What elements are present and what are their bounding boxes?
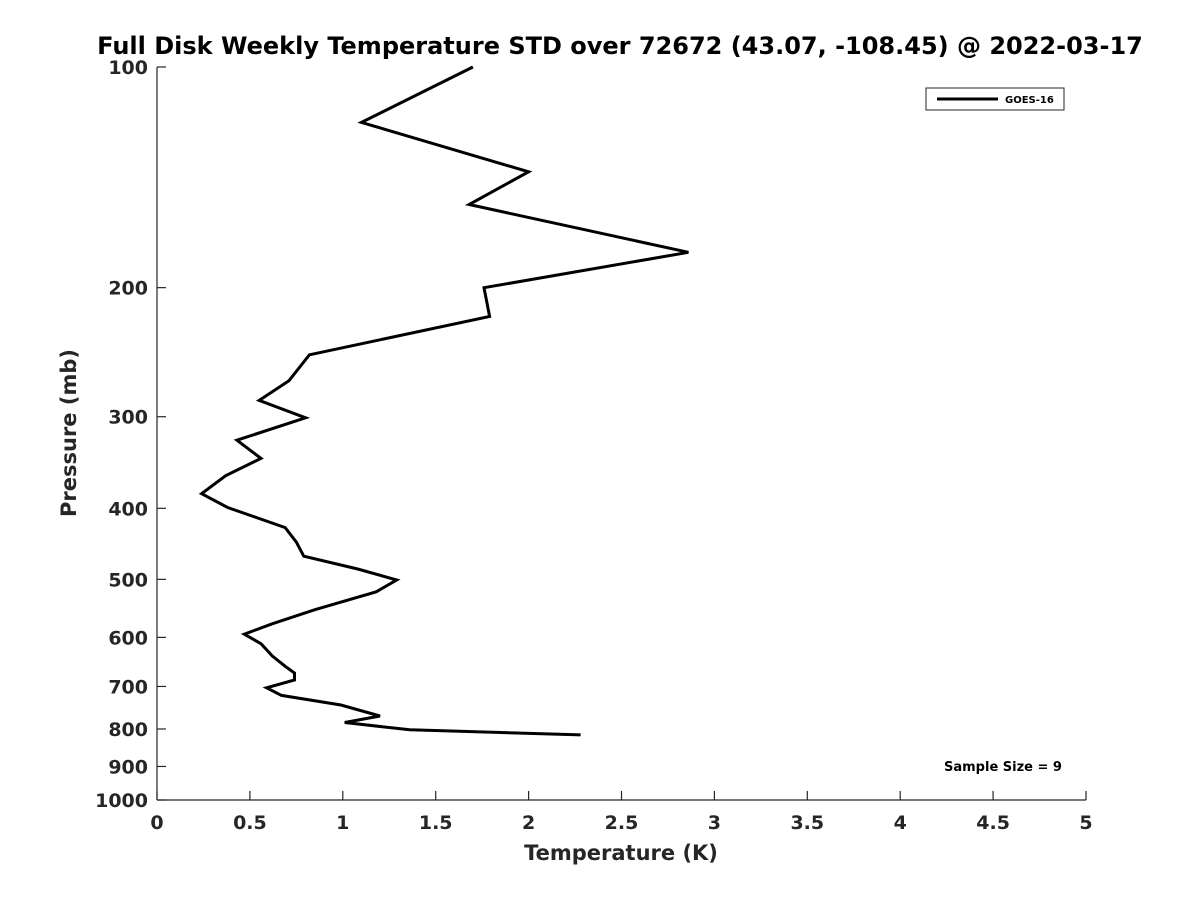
y-tick-label: 800 — [108, 719, 148, 741]
x-tick-label: 4 — [894, 812, 907, 834]
y-ticks: 100 200 300 400 500 600 700 800 900 1000 — [95, 57, 166, 812]
x-tick-label: 1.5 — [419, 812, 453, 834]
x-ticks: 0 0.5 1 1.5 2 2.5 3 3.5 4 4.5 5 — [150, 791, 1093, 834]
y-tick-label: 100 — [108, 57, 148, 79]
y-tick-label: 500 — [108, 569, 148, 591]
plot-area: 0 0.5 1 1.5 2 2.5 3 3.5 4 4.5 5 100 200 300 400 500 600… — [95, 57, 1093, 834]
x-tick-label: 4.5 — [976, 812, 1010, 834]
chart-title: Full Disk Weekly Temperature STD over 72… — [97, 32, 1143, 60]
x-tick-label: 3 — [708, 812, 721, 834]
sample-size-annotation: Sample Size = 9 — [944, 760, 1062, 775]
legend-label-goes-16: GOES-16 — [1005, 95, 1054, 106]
x-tick-label: 5 — [1079, 812, 1092, 834]
y-tick-label: 200 — [108, 278, 148, 300]
y-tick-label: 400 — [108, 498, 148, 520]
y-tick-label: 900 — [108, 756, 148, 778]
x-tick-label: 3.5 — [790, 812, 824, 834]
y-tick-label: 700 — [108, 676, 148, 698]
y-tick-label: 600 — [108, 627, 148, 649]
y-tick-label: 1000 — [95, 790, 148, 812]
x-tick-label: 2.5 — [605, 812, 639, 834]
x-tick-label: 0 — [150, 812, 163, 834]
legend: GOES-16 — [925, 87, 1065, 111]
y-axis-label: Pressure (mb) — [57, 349, 81, 517]
x-tick-label: 1 — [336, 812, 349, 834]
y-tick-label: 300 — [108, 407, 148, 429]
x-axis-label: Temperature (K) — [524, 841, 718, 865]
series-line-goes-16 — [198, 65, 689, 737]
x-tick-label: 0.5 — [233, 812, 267, 834]
x-tick-label: 2 — [522, 812, 535, 834]
